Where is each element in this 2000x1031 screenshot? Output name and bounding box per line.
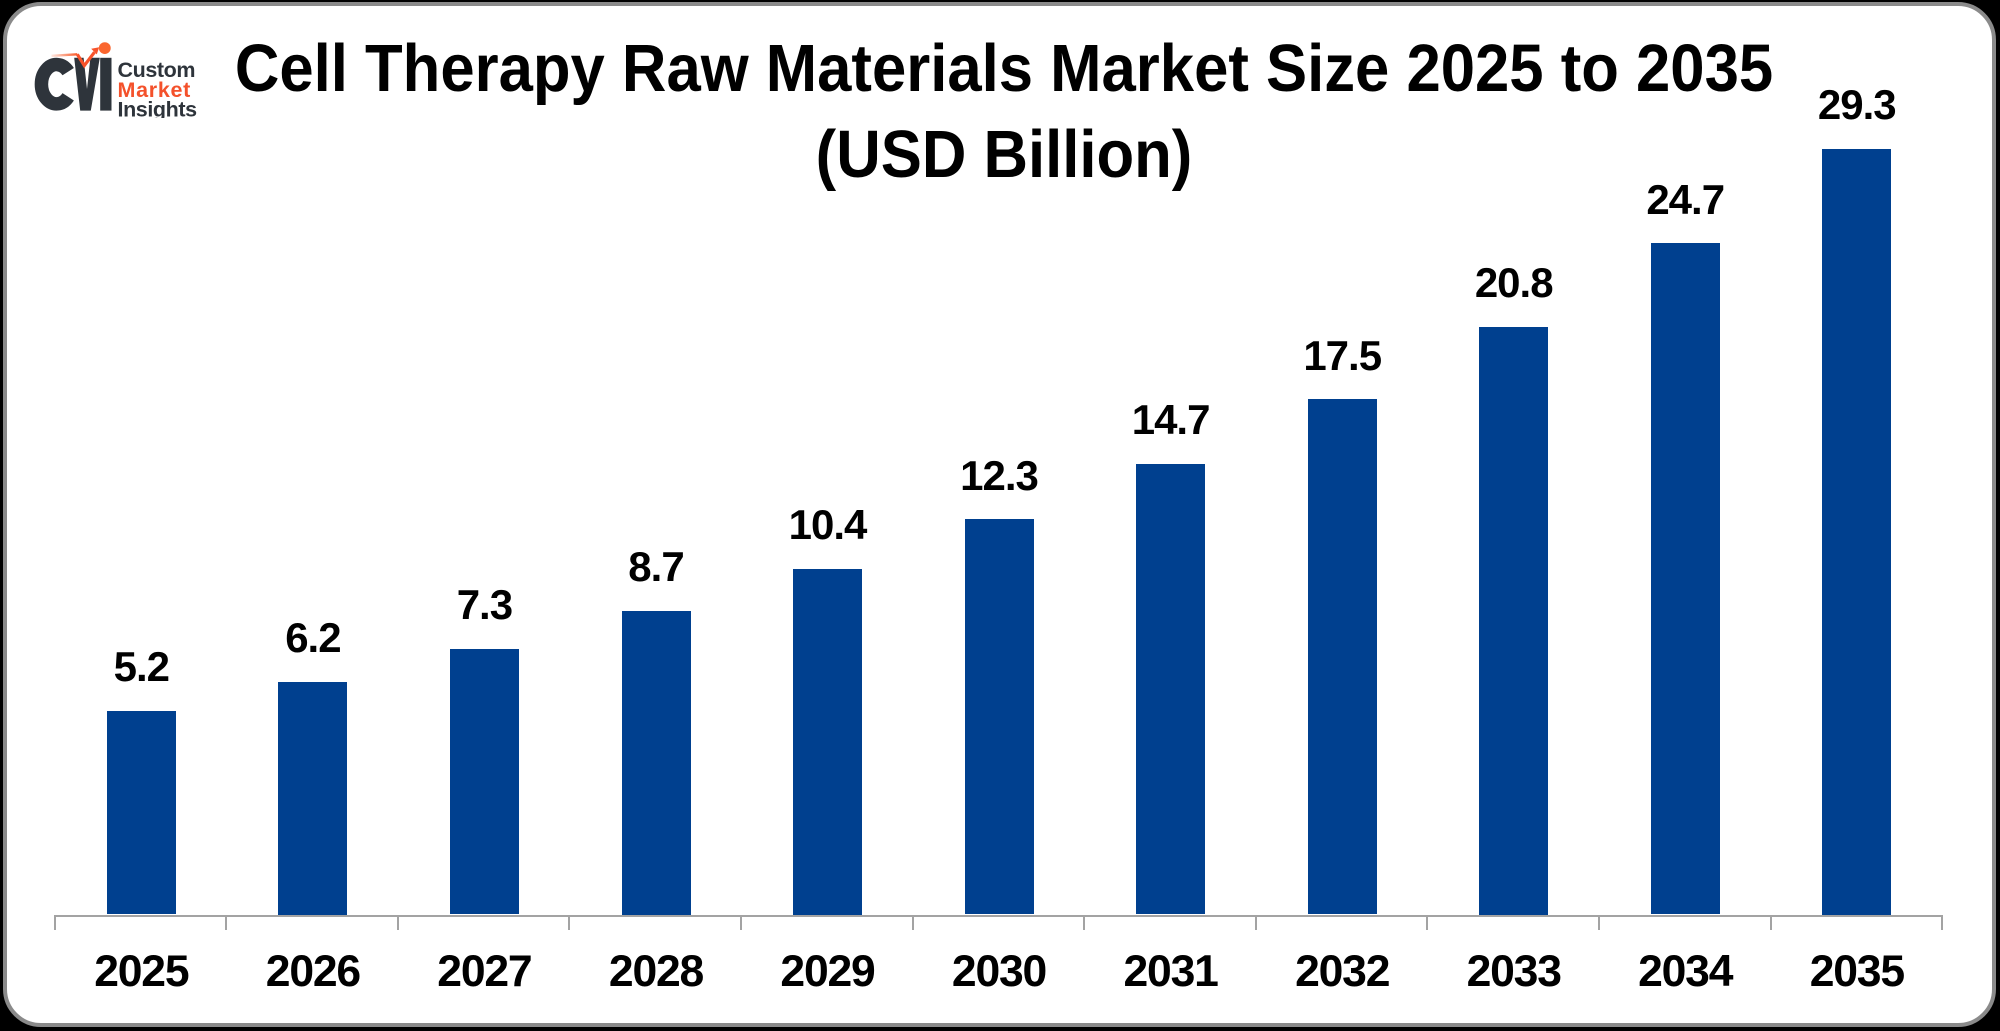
svg-text:Market: Market: [118, 78, 192, 102]
svg-text:Insights: Insights: [118, 98, 198, 119]
svg-text:Custom: Custom: [118, 58, 196, 82]
